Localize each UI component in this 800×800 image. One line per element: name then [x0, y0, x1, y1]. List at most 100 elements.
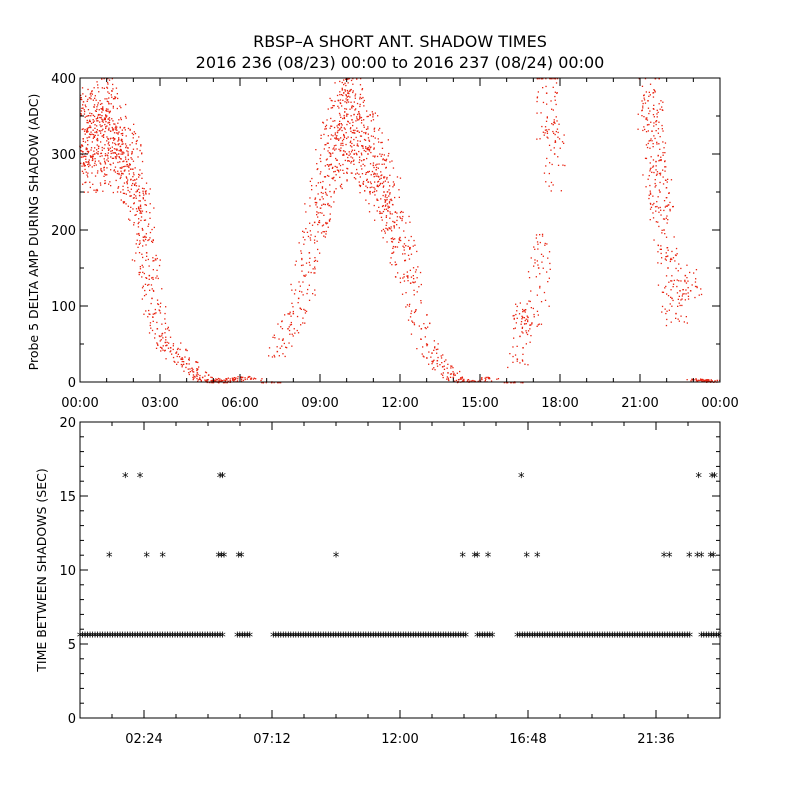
- data-point: [112, 129, 114, 132]
- data-point: [338, 148, 340, 150]
- data-point: [328, 164, 330, 166]
- data-point: [90, 131, 92, 133]
- data-point: [95, 131, 98, 133]
- data-point: [533, 313, 535, 316]
- data-point: [449, 376, 452, 378]
- data-point: [660, 214, 662, 216]
- data-point: [376, 155, 379, 158]
- data-point: [127, 179, 129, 181]
- data-point: [306, 231, 309, 233]
- data-point: [132, 148, 135, 150]
- data-point: [332, 166, 334, 169]
- data-point-cluster: [83, 118, 107, 193]
- data-point: [131, 153, 133, 155]
- data-point: [353, 149, 356, 151]
- data-point-star: *: [284, 631, 292, 646]
- data-point: [160, 302, 162, 304]
- data-point: [302, 294, 304, 296]
- data-point: [136, 148, 138, 150]
- data-point: [324, 126, 327, 128]
- data-point: [104, 160, 106, 162]
- data-point: [643, 99, 646, 101]
- data-point: [104, 123, 106, 126]
- data-point: [93, 150, 95, 152]
- data-point: [529, 300, 531, 303]
- data-point: [197, 379, 199, 381]
- data-point: [407, 276, 409, 278]
- data-point: [334, 170, 336, 173]
- data-point-star: *: [471, 551, 479, 566]
- data-point: [255, 378, 257, 380]
- data-point: [652, 166, 654, 168]
- data-point: [678, 280, 680, 282]
- data-point: [216, 379, 218, 381]
- data-point: [374, 156, 376, 158]
- data-point: [149, 212, 151, 214]
- data-point: [183, 363, 185, 365]
- data-point: [273, 382, 275, 384]
- data-point: [151, 288, 153, 290]
- data-point-star: *: [131, 631, 139, 646]
- data-point: [94, 127, 96, 129]
- data-point: [80, 98, 82, 100]
- data-point: [139, 212, 141, 214]
- data-point: [663, 229, 665, 231]
- data-point: [102, 136, 105, 138]
- data-point: [366, 186, 369, 189]
- data-point: [335, 157, 337, 160]
- data-point: [672, 283, 675, 285]
- data-point: [335, 159, 338, 161]
- data-point-cluster: [665, 304, 688, 327]
- data-point: [82, 93, 84, 95]
- data-point: [317, 212, 319, 214]
- data-point: [437, 343, 439, 345]
- data-point: [654, 91, 656, 93]
- data-point: [80, 162, 82, 164]
- data-point: [105, 115, 108, 117]
- data-point: [139, 240, 141, 242]
- data-point: [419, 271, 422, 274]
- data-point-star: *: [473, 551, 481, 566]
- data-point: [338, 100, 340, 102]
- data-point: [152, 239, 154, 241]
- data-point: [356, 144, 358, 147]
- data-point: [152, 289, 155, 292]
- data-point: [529, 324, 532, 326]
- data-point: [522, 332, 524, 334]
- data-point: [93, 87, 95, 89]
- data-point: [681, 298, 683, 300]
- data-point: [645, 91, 647, 93]
- data-point: [365, 185, 367, 187]
- data-point: [314, 268, 316, 270]
- data-point-star: *: [94, 631, 102, 646]
- data-point-star: *: [636, 631, 644, 646]
- data-point: [153, 260, 155, 262]
- data-point: [651, 130, 653, 132]
- data-point: [118, 156, 120, 158]
- data-point-star: *: [269, 631, 277, 646]
- data-point: [174, 361, 176, 363]
- data-point: [140, 145, 142, 147]
- data-point: [388, 152, 390, 155]
- data-point: [113, 98, 115, 100]
- data-point: [226, 379, 228, 381]
- data-point: [325, 193, 327, 195]
- data-point: [527, 364, 529, 366]
- data-point: [294, 289, 297, 291]
- data-point-star: *: [707, 551, 715, 566]
- data-point: [300, 264, 303, 267]
- data-point: [341, 129, 343, 132]
- data-point: [330, 196, 332, 198]
- data-point-star: *: [660, 551, 668, 566]
- data-point: [176, 363, 178, 365]
- data-point: [684, 299, 686, 301]
- data-point: [455, 379, 458, 382]
- data-point: [88, 162, 90, 164]
- data-point: [655, 130, 657, 132]
- data-point: [356, 172, 358, 174]
- data-point-star: *: [279, 631, 287, 646]
- data-point: [289, 333, 291, 335]
- data-point: [309, 222, 311, 224]
- data-point: [389, 262, 391, 264]
- data-point: [358, 131, 360, 133]
